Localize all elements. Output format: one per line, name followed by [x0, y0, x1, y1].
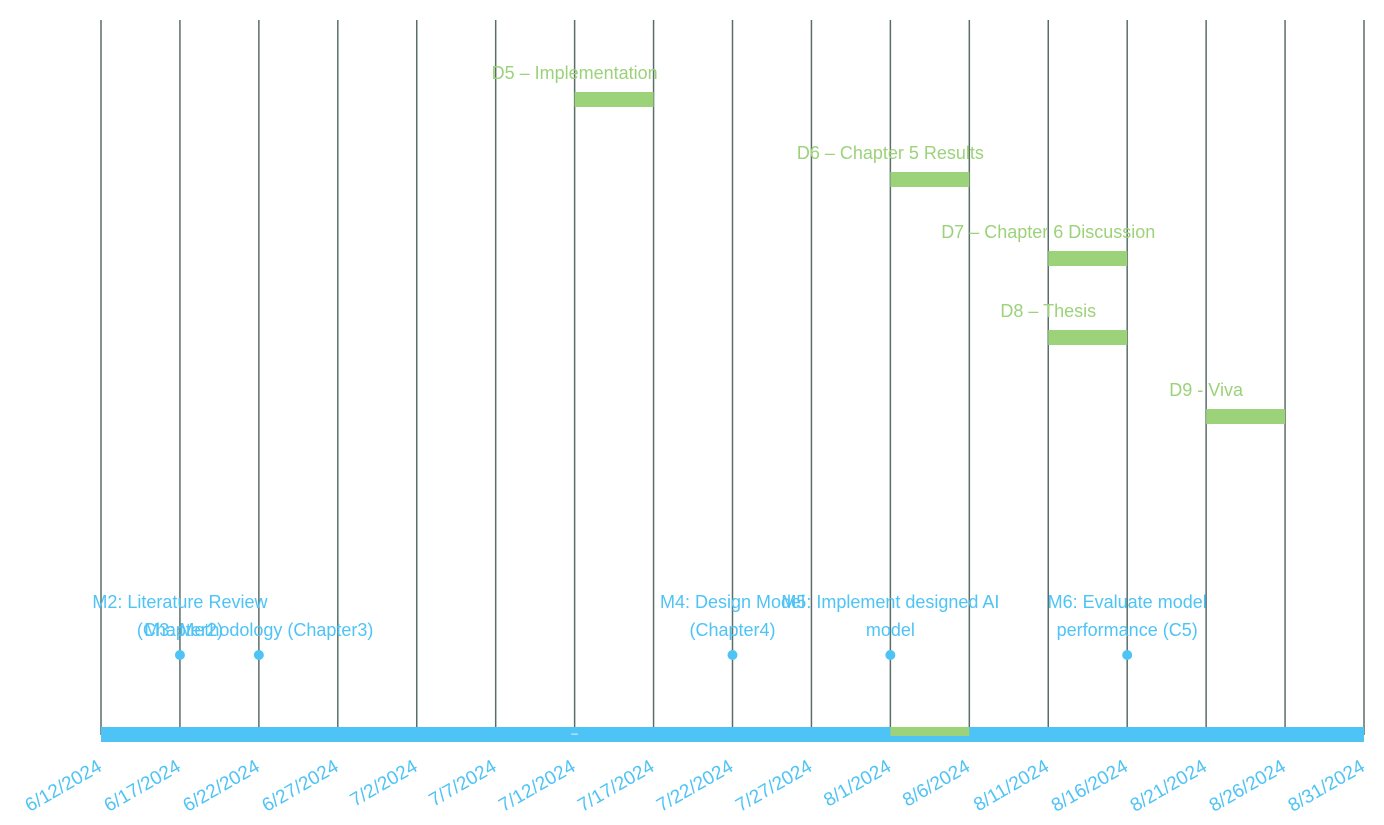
milestone-dot — [174, 650, 185, 660]
milestone-dot — [885, 650, 896, 660]
x-tick-label: 8/1/2024 — [820, 756, 895, 811]
deliverable-bar — [1048, 330, 1128, 345]
x-tick-label: 8/21/2024 — [1127, 756, 1211, 817]
x-tick-label: 8/31/2024 — [1285, 756, 1369, 817]
x-tick-label: 8/11/2024 — [970, 756, 1053, 816]
deliverable-bar — [1206, 409, 1286, 424]
deliverable-label: D9 - Viva — [1169, 380, 1244, 400]
milestone-dot — [1122, 650, 1133, 660]
deliverable-label: D7 – Chapter 6 Discussion — [941, 222, 1155, 242]
x-tick-label: 7/12/2024 — [495, 756, 579, 817]
axis-marker: – — [571, 726, 578, 740]
milestone-label: M2: Literature Review (Chapter2) — [92, 592, 268, 640]
deliverable-bar — [574, 92, 654, 107]
axis-bar — [101, 727, 1364, 742]
milestone-label: M3: Methodology (Chapter3) — [144, 620, 373, 640]
x-tick-label: 8/16/2024 — [1048, 756, 1132, 817]
deliverable-label: D6 – Chapter 5 Results — [797, 143, 984, 163]
milestone-label: M4: Design Model (Chapter4) — [660, 592, 805, 640]
x-tick-label: 7/2/2024 — [347, 756, 422, 811]
x-tick-label: 8/6/2024 — [899, 756, 974, 811]
deliverable-bar — [890, 172, 970, 187]
milestones-group: M2: Literature Review (Chapter2)M3: Metho… — [92, 592, 1207, 660]
deliverables-group: D5 – Implementation D6 – Chapter 5 Result… — [492, 63, 1286, 424]
milestone-label: M6: Evaluate model performance (C5) — [1048, 592, 1207, 640]
x-tick-label: 6/22/2024 — [180, 756, 264, 817]
x-tick-label: 7/7/2024 — [426, 756, 501, 811]
axis-highlight — [890, 727, 970, 736]
milestone-dot — [727, 650, 738, 660]
deliverable-bar — [1048, 251, 1128, 266]
gridlines — [100, 20, 1365, 735]
x-tick-label: 7/22/2024 — [653, 756, 737, 817]
milestone-label: M5: Implement designed AI model — [781, 592, 999, 640]
time-axis: – — [101, 726, 1364, 742]
x-tick-label: 7/27/2024 — [732, 756, 816, 817]
x-tick-label: 6/27/2024 — [259, 756, 343, 817]
deliverable-label: D8 – Thesis — [1000, 301, 1096, 321]
x-tick-label: 7/17/2024 — [574, 756, 658, 817]
milestone-dot — [253, 650, 264, 660]
x-tick-label: 6/12/2024 — [22, 756, 106, 817]
x-tick-label: 8/26/2024 — [1206, 756, 1290, 817]
deliverable-label: D5 – Implementation — [492, 63, 658, 83]
x-tick-label: 6/17/2024 — [101, 756, 185, 817]
